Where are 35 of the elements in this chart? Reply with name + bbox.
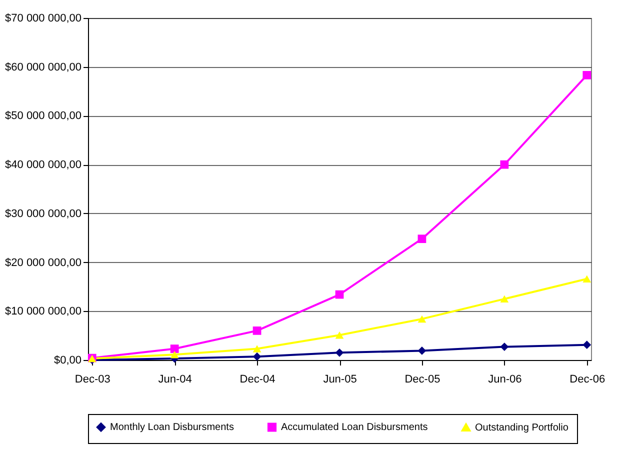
y-tick-label: $10 000 000,00 [5,306,82,318]
point [335,290,344,299]
point [252,326,262,335]
point [582,70,592,80]
point [500,342,509,351]
point [582,275,592,283]
y-tick-label: $50 000 000,00 [5,110,82,122]
x-tick-label: Dec-04 [240,374,276,386]
point [418,346,426,355]
point [335,348,344,357]
x-tick-label: Jun-05 [323,374,357,386]
legend-label: Outstanding Portfolio [475,422,569,434]
x-tick-label: Jun-04 [158,374,192,386]
point [335,331,344,339]
x-tick-label: Dec-06 [570,374,606,386]
y-tick-label: $30 000 000,00 [5,208,82,220]
point [500,160,509,169]
x-tick-label: Dec-03 [74,374,110,386]
point [418,234,426,244]
y-tick-label: $40 000 000,00 [5,159,82,172]
x-tick-label: Dec-05 [404,374,440,386]
point [252,352,262,361]
point [500,295,509,303]
y-tick-label: $0,00 [54,354,82,366]
point [252,345,262,352]
y-tick-label: $20 000 000,00 [5,256,82,269]
y-tick-label: $60 000 000,00 [5,61,82,74]
x-tick-label: Jun-06 [488,374,522,386]
point [170,344,179,353]
legend-label: Monthly Loan Disbursments [110,422,234,434]
point [418,315,426,323]
y-tick-label: $70 000 000,00 [5,12,82,24]
point [170,351,179,358]
legend-label: Accumulated Loan Disbursments [281,422,428,434]
point [582,340,592,350]
